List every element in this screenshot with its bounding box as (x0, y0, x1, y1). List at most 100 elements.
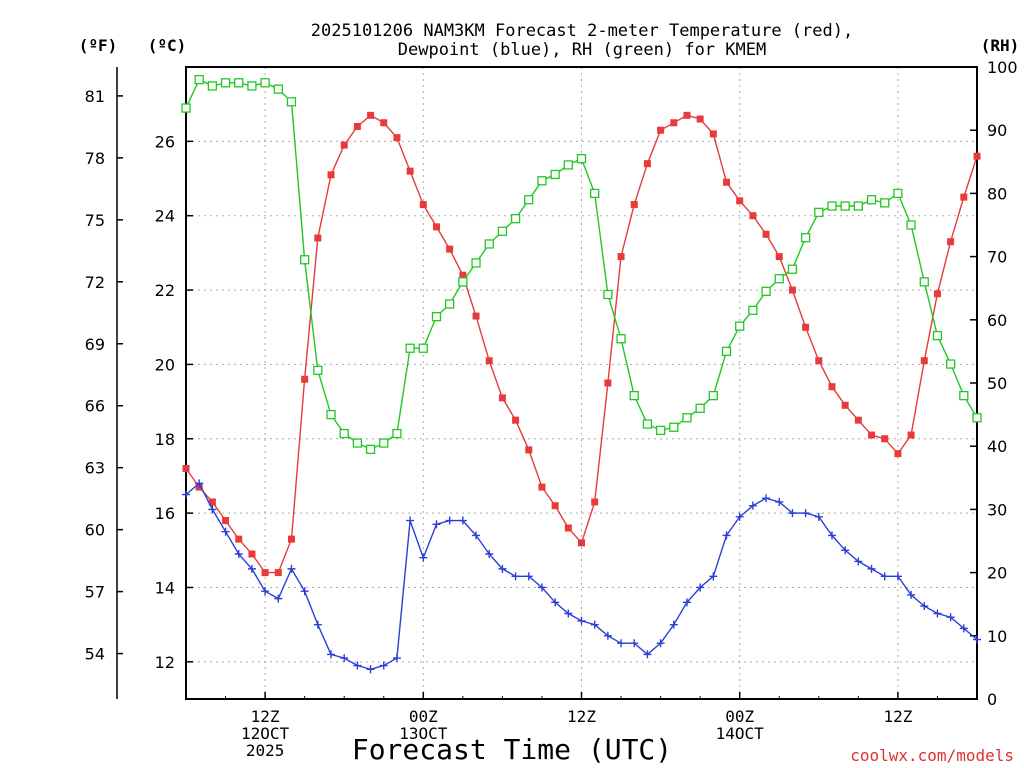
temperature-point-18 (340, 141, 348, 149)
rh-point-19 (352, 438, 363, 448)
dewpoint-point-7 (195, 479, 204, 488)
rh-tick-label-80: 80 (987, 184, 1007, 203)
dewpoint-point-14 (287, 564, 296, 573)
dewpoint-point-13 (274, 594, 283, 603)
rh-point-43 (669, 422, 679, 432)
fahrenheit-tick-label-57: 57 (85, 583, 105, 602)
rh-point-10 (234, 78, 244, 88)
dewpoint-point-21 (379, 661, 388, 670)
dewpoint-point-34 (551, 598, 560, 607)
temperature-point-60 (894, 450, 902, 458)
rh-point-20 (365, 444, 376, 455)
dewpoint-point-40 (630, 639, 639, 648)
rh-point-25 (431, 311, 442, 322)
dewpoint-point-45 (696, 583, 705, 592)
dewpoint-point-32 (524, 572, 533, 581)
temperature-point-40 (630, 201, 638, 209)
rh-point-53 (800, 232, 811, 243)
rh-point-8 (207, 81, 218, 91)
dewpoint-point-26 (445, 516, 454, 525)
rh-point-35 (563, 160, 573, 170)
rh-point-28 (471, 258, 481, 268)
rh-tick-label-0: 0 (987, 690, 997, 709)
temperature-point-6 (182, 465, 190, 473)
dewpoint-point-58 (867, 564, 876, 573)
dewpoint-point-6 (182, 490, 190, 499)
temperature-point-49 (749, 212, 757, 220)
temperature-point-48 (736, 197, 744, 205)
dewpoint-point-50 (762, 494, 771, 503)
rh-point-29 (484, 239, 494, 249)
celsius-tick-label-18: 18 (155, 430, 175, 449)
dewpoint-point-31 (511, 572, 520, 581)
temperature-point-23 (406, 167, 414, 175)
dewpoint-point-16 (313, 620, 322, 629)
temperature-point-28 (472, 312, 480, 320)
dewpoint-point-23 (406, 516, 415, 525)
dewpoint-point-25 (432, 520, 441, 529)
temperature-point-31 (512, 416, 520, 424)
dewpoint-point-27 (458, 516, 467, 525)
x-tick-label-24-1: 13OCT (399, 724, 448, 743)
fahrenheit-tick-label-54: 54 (85, 645, 105, 664)
x-tick-label-60-0: 12Z (883, 707, 912, 726)
x-tick-label-12-0: 12Z (251, 707, 280, 726)
dewpoint-point-42 (656, 639, 665, 648)
rh-point-47 (721, 346, 732, 357)
dewpoint-point-20 (366, 665, 375, 674)
dewpoint-point-11 (247, 564, 256, 573)
dewpoint-point-64 (946, 613, 955, 622)
series-layer (181, 74, 982, 674)
axes: 54 57 60 63 66 69 72 75 78 81 12 14 16 18 20 22 24 26 0 10 2… (85, 58, 1018, 760)
rh-point-14 (286, 97, 297, 107)
fahrenheit-tick-label-60: 60 (85, 521, 105, 540)
temperature-point-61 (907, 431, 915, 439)
temperature-point-19 (353, 122, 361, 130)
temperature-point-16 (314, 234, 322, 242)
celsius-tick-label-24: 24 (155, 207, 175, 226)
x-axis-label: Forecast Time (UTC) (352, 733, 672, 766)
rh-point-40 (629, 390, 639, 401)
dewpoint-point-54 (814, 512, 823, 521)
rh-point-18 (339, 428, 349, 439)
dewpoint-point-46 (709, 572, 718, 581)
dewpoint-point-44 (682, 598, 691, 607)
x-tick-label-12-1: 12OCT (241, 724, 290, 743)
temperature-point-11 (248, 550, 256, 558)
temperature-point-20 (367, 111, 375, 119)
temperature-point-9 (222, 517, 230, 525)
temperature-point-55 (828, 383, 836, 391)
dewpoint-point-39 (617, 639, 626, 648)
dewpoint-point-63 (933, 609, 942, 618)
temperature-point-12 (261, 569, 269, 577)
rh-point-31 (510, 214, 521, 224)
rh-point-66 (972, 413, 982, 423)
temperature-point-14 (287, 535, 295, 543)
rh-point-21 (379, 438, 389, 448)
fahrenheit-tick-label-75: 75 (85, 211, 105, 230)
temperature-point-24 (419, 201, 427, 209)
temperature-point-63 (933, 290, 941, 298)
rh-tick-label-100: 100 (987, 58, 1018, 77)
celsius-tick-label-22: 22 (155, 281, 175, 300)
rh-tick-label-50: 50 (987, 374, 1007, 393)
rh-tick-label-30: 30 (987, 500, 1007, 519)
fahrenheit-tick-label-78: 78 (85, 149, 105, 168)
rh-tick-label-40: 40 (987, 437, 1007, 456)
dewpoint-point-47 (722, 531, 731, 540)
rh-point-36 (576, 153, 587, 164)
temperature-point-27 (459, 271, 467, 279)
rh-point-52 (787, 264, 798, 274)
dewpoint-point-56 (841, 546, 850, 555)
dewpoint-point-10 (234, 550, 243, 559)
dewpoint-point-22 (392, 654, 401, 663)
temperature-point-10 (235, 535, 243, 543)
temperature-point-8 (208, 498, 216, 506)
temperature-point-29 (485, 357, 493, 365)
rh-point-45 (695, 403, 705, 413)
temperature-point-51 (775, 253, 783, 261)
rh-point-63 (932, 330, 943, 341)
celsius-tick-label-20: 20 (155, 355, 175, 374)
rh-point-24 (418, 343, 428, 353)
